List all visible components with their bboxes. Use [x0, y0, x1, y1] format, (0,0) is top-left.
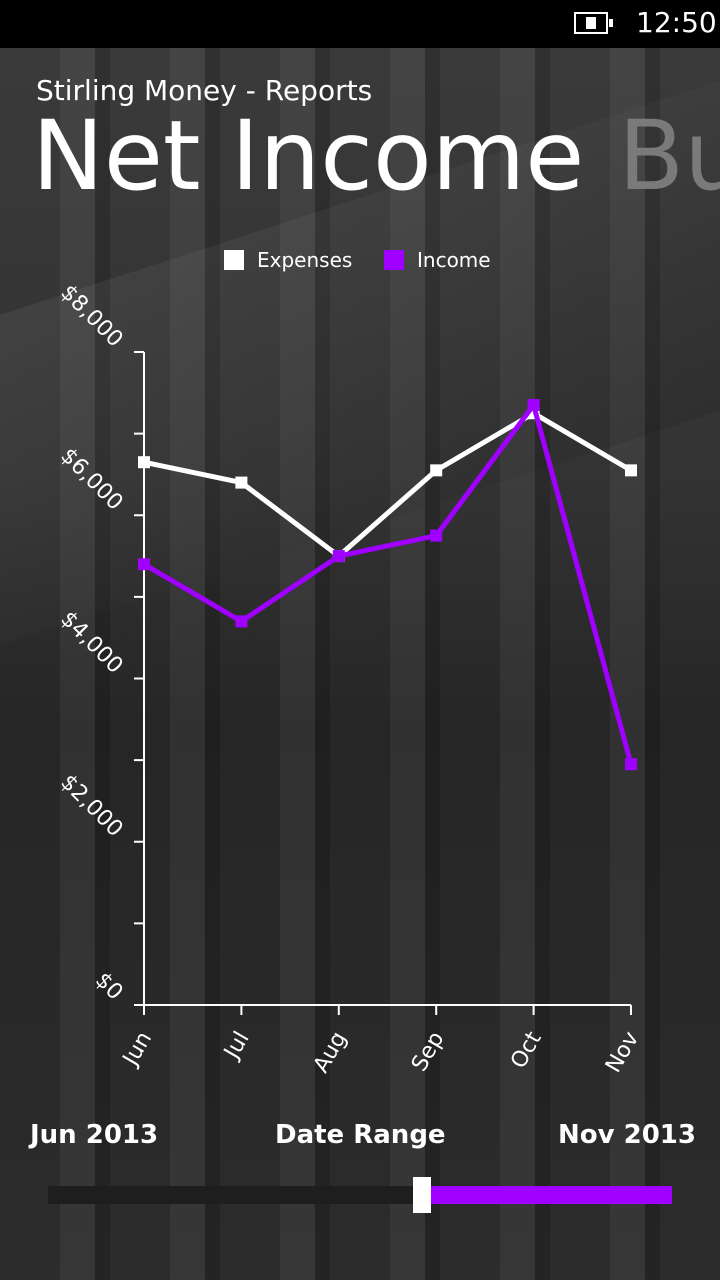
- background-image: [0, 48, 720, 1280]
- battery-charging-icon: [574, 12, 613, 34]
- data-point-expenses: [430, 464, 443, 477]
- legend-swatch-income: [384, 250, 404, 270]
- range-title: Date Range: [275, 1120, 446, 1150]
- status-bar: 12:50: [0, 0, 720, 48]
- data-point-income: [138, 558, 150, 571]
- data-point-expenses: [235, 476, 248, 489]
- range-start-label: Jun 2013: [30, 1120, 159, 1150]
- y-tick-label: $0: [90, 968, 127, 1005]
- data-point-income: [332, 550, 345, 563]
- y-tick-label: $2,000: [55, 770, 127, 842]
- data-point-expenses: [138, 456, 150, 469]
- data-point-income: [235, 615, 248, 628]
- legend-swatch-expenses: [224, 250, 244, 270]
- status-time: 12:50: [636, 6, 717, 39]
- line-chart: Expenses Income $0 $2,000 $4,000 $6,000 $8,000…: [55, 248, 644, 1078]
- data-point-income: [527, 399, 540, 412]
- legend-label-income: Income: [417, 248, 491, 272]
- date-range-slider-thumb[interactable]: [413, 1177, 432, 1213]
- pivot-item-next[interactable]: Bu: [618, 100, 720, 212]
- y-tick-label: $6,000: [55, 443, 127, 515]
- x-tick-label: Sep: [407, 1028, 449, 1076]
- x-tick-label: Jul: [219, 1028, 255, 1065]
- legend-label-expenses: Expenses: [257, 248, 352, 272]
- app-title: Stirling Money - Reports: [36, 74, 373, 107]
- x-tick-label: Nov: [601, 1028, 644, 1078]
- series-line-income: [142, 399, 634, 765]
- series-line-expenses: [143, 410, 633, 560]
- range-end-label: Nov 2013: [558, 1120, 696, 1150]
- x-tick-label: Jun: [117, 1028, 157, 1072]
- pivot-header: Net Income Bu: [0, 100, 720, 230]
- pivot-item-net-income[interactable]: Net Income: [32, 100, 585, 212]
- data-point-expenses: [625, 464, 637, 477]
- data-point-income: [625, 758, 637, 771]
- y-tick-label: $8,000: [55, 280, 127, 352]
- data-point-income: [430, 529, 443, 542]
- x-tick-label: Oct: [506, 1027, 547, 1073]
- y-tick-label: $4,000: [55, 607, 127, 679]
- date-range-slider-fill: [431, 1186, 672, 1204]
- x-tick-label: Aug: [309, 1028, 352, 1078]
